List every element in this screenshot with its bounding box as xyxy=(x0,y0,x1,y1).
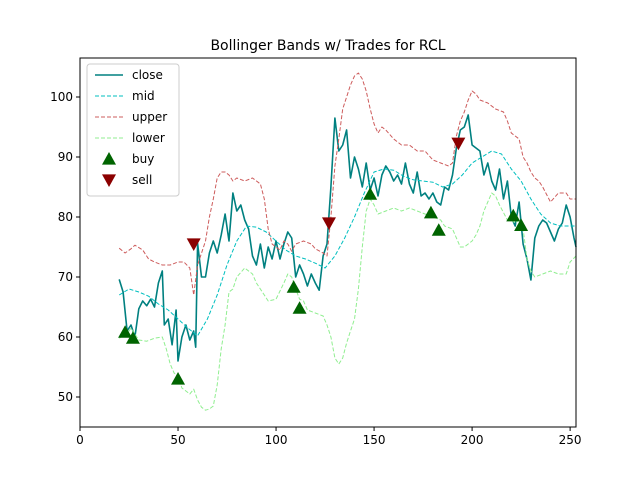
legend-label-upper: upper xyxy=(132,110,167,124)
x-tick-label: 0 xyxy=(76,433,84,447)
x-tick-label: 100 xyxy=(265,433,288,447)
buy-marker xyxy=(125,331,140,344)
legend-swatch-buy xyxy=(102,152,116,165)
legend-label-lower: lower xyxy=(132,131,165,145)
x-tick-label: 150 xyxy=(363,433,386,447)
buy-marker xyxy=(286,280,301,293)
y-tick-label: 70 xyxy=(58,270,73,284)
y-axis: 50 60 70 80 90 100 xyxy=(50,90,80,404)
plot-area xyxy=(118,72,577,411)
buy-marker xyxy=(171,372,186,385)
legend-label-buy: buy xyxy=(132,152,154,166)
buy-marker xyxy=(363,187,378,200)
y-tick-label: 50 xyxy=(58,390,73,404)
series-line-lower xyxy=(118,192,577,411)
series-line-upper xyxy=(118,72,576,296)
legend-label-sell: sell xyxy=(132,173,152,187)
x-axis: 0 50 100 150 200 250 xyxy=(76,427,582,447)
legend-label-close: close xyxy=(132,68,163,82)
sell-marker xyxy=(321,217,336,230)
buy-marker xyxy=(118,325,133,338)
legend-label-mid: mid xyxy=(132,89,155,103)
sell-marker xyxy=(186,238,201,251)
series-line-close xyxy=(118,114,577,362)
x-tick-label: 200 xyxy=(461,433,484,447)
x-tick-label: 250 xyxy=(559,433,582,447)
buy-marker xyxy=(423,205,438,219)
x-tick-label: 50 xyxy=(170,433,185,447)
y-tick-label: 80 xyxy=(58,210,73,224)
legend: close mid upper lower buy sell xyxy=(86,63,180,197)
plot-frame xyxy=(79,57,577,428)
sell-marker xyxy=(451,137,466,151)
y-tick-label: 100 xyxy=(50,90,73,104)
y-tick-label: 90 xyxy=(58,150,73,164)
buy-marker xyxy=(431,223,446,236)
chart-title: Bollinger Bands w/ Trades for RCL xyxy=(210,38,445,54)
buy-marker xyxy=(506,208,521,222)
y-tick-label: 60 xyxy=(58,330,73,344)
buy-marker xyxy=(292,301,307,314)
buy-marker xyxy=(514,218,529,231)
legend-swatch-sell xyxy=(102,174,116,187)
series-line-mid xyxy=(118,150,576,337)
